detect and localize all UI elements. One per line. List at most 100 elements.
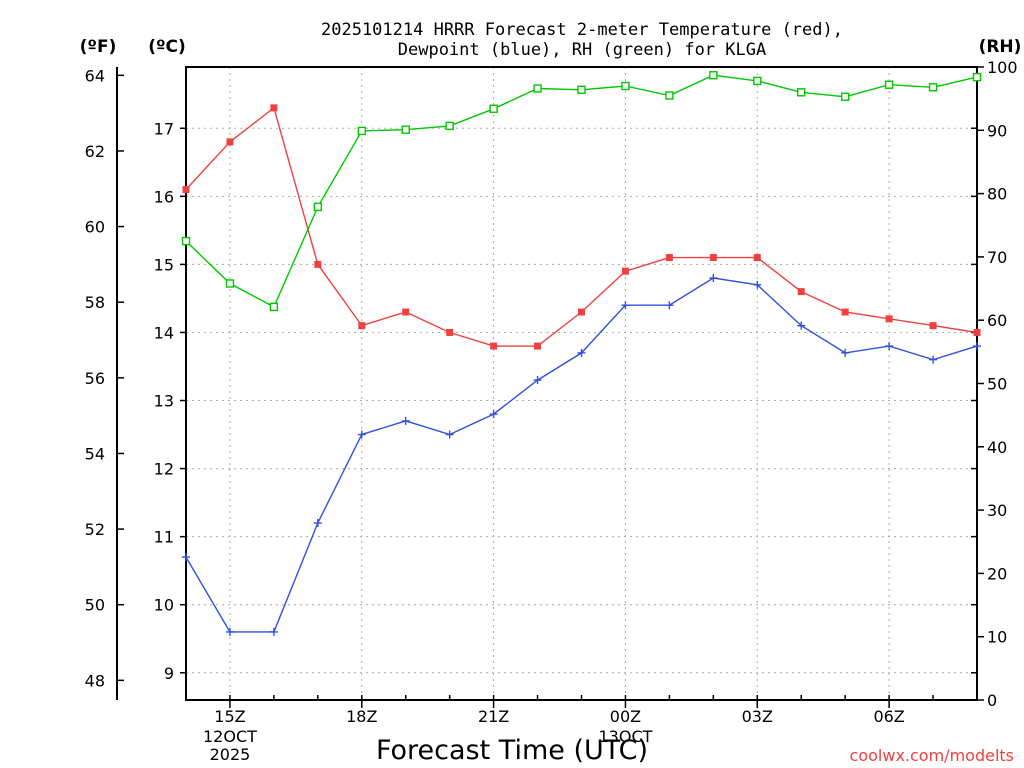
series-layer <box>181 71 982 636</box>
temperature-point <box>534 342 542 350</box>
x-tick-date-label: 13OCT <box>598 727 652 746</box>
temperature-point <box>621 267 629 275</box>
celsius-tick-label: 15 <box>154 255 174 274</box>
fahrenheit-tick-label: 60 <box>85 218 105 237</box>
dewpoint-point <box>621 301 630 310</box>
rh-point <box>840 92 850 101</box>
temperature-point <box>709 254 717 262</box>
x-axis-title: Forecast Time (UTC) <box>376 735 648 766</box>
dewpoint-point <box>313 519 322 528</box>
credit-text: coolwx.com/modelts <box>850 746 1014 765</box>
temperature-point <box>753 254 761 262</box>
temperature-point <box>358 322 366 330</box>
rh-point <box>709 71 718 80</box>
dewpoint-series-line <box>185 277 978 633</box>
dewpoint-point <box>973 342 981 351</box>
temperature-point <box>578 308 585 316</box>
rh-tick-label: 10 <box>987 628 1007 647</box>
fahrenheit-tick-label: 56 <box>85 369 105 388</box>
temperature-point <box>885 315 893 323</box>
rh-tick-label: 60 <box>987 311 1007 330</box>
rh-point <box>665 91 674 100</box>
dewpoint-point <box>225 627 234 636</box>
dewpoint-point <box>841 348 850 357</box>
fahrenheit-tick-label: 48 <box>85 671 105 690</box>
temperature-point <box>226 138 234 146</box>
rh-tick-label: 100 <box>987 58 1018 77</box>
x-tick-year-label: 2025 <box>210 745 251 764</box>
rh-point <box>928 83 938 92</box>
fahrenheit-unit-label: (ºF) <box>80 37 117 57</box>
temperature-point <box>314 260 322 268</box>
x-tick-label: 03Z <box>742 707 773 726</box>
dewpoint-point <box>182 553 190 562</box>
temperature-point <box>973 328 981 336</box>
celsius-tick-label: 11 <box>154 528 174 547</box>
x-tick-label: 21Z <box>478 707 509 726</box>
temperature-point <box>490 342 498 350</box>
dewpoint-point <box>533 376 542 385</box>
celsius-tick-label: 16 <box>154 187 174 206</box>
dewpoint-point <box>445 430 454 439</box>
temperature-point <box>270 104 278 112</box>
x-tick-label: 06Z <box>873 707 904 726</box>
rh-point <box>357 126 366 136</box>
rh-tick-label: 90 <box>987 121 1007 140</box>
rh-point <box>181 236 191 246</box>
chart-title-line2: Dewpoint (blue), RH (green) for KLGA <box>398 40 766 60</box>
dewpoint-point <box>269 627 278 636</box>
rh-point <box>401 125 410 134</box>
celsius-tick-label: 14 <box>154 323 174 342</box>
dewpoint-point <box>885 342 894 351</box>
rh-tick-label: 40 <box>987 438 1007 457</box>
temperature-point <box>797 288 805 296</box>
fahrenheit-tick-label: 64 <box>85 66 105 85</box>
dewpoint-point <box>709 274 718 282</box>
rh-point <box>797 88 806 97</box>
rh-point <box>445 121 454 131</box>
temperature-point <box>665 254 673 262</box>
rh-point <box>753 76 762 86</box>
fahrenheit-tick-label: 54 <box>85 444 105 463</box>
temperature-point <box>446 328 454 336</box>
x-tick-label: 18Z <box>346 707 377 726</box>
celsius-unit-label: (ºC) <box>148 37 186 57</box>
dewpoint-point <box>665 301 674 310</box>
fahrenheit-tick-label: 52 <box>85 520 105 539</box>
rh-tick-label: 70 <box>987 248 1007 267</box>
rh-tick-label: 50 <box>987 375 1007 394</box>
fahrenheit-tick-label: 58 <box>85 293 105 312</box>
dewpoint-point <box>577 348 586 357</box>
rh-point <box>884 80 894 89</box>
rh-point <box>269 302 279 312</box>
rh-tick-label: 20 <box>987 564 1007 583</box>
fahrenheit-tick-label: 62 <box>85 142 105 161</box>
axes: 9 10 11 12 13 14 15 16 17 48 50 52 54 56 58 60 62 64 0 10 20… <box>85 58 1018 764</box>
rh-point <box>313 202 323 212</box>
dewpoint-point <box>401 416 410 425</box>
celsius-tick-label: 13 <box>154 392 174 411</box>
rh-point <box>489 104 498 113</box>
temperature-point <box>929 322 937 330</box>
rh-point <box>621 81 630 91</box>
dewpoint-point <box>929 355 938 364</box>
rh-unit-label: (RH) <box>979 37 1022 57</box>
dewpoint-point <box>753 280 762 289</box>
x-tick-label: 15Z <box>214 707 245 726</box>
rh-point <box>972 72 982 82</box>
x-tick-label: 00Z <box>610 707 641 726</box>
grid <box>186 67 977 700</box>
temperature-point <box>402 308 410 316</box>
fahrenheit-tick-label: 50 <box>85 596 105 615</box>
temperature-point <box>841 308 849 316</box>
rh-point <box>225 279 235 288</box>
chart-title-line1: 2025101214 HRRR Forecast 2-meter Tempera… <box>321 20 843 40</box>
dewpoint-point <box>357 430 366 439</box>
celsius-tick-label: 10 <box>154 596 174 615</box>
celsius-tick-label: 17 <box>154 119 174 138</box>
celsius-tick-label: 9 <box>164 664 174 683</box>
rh-point <box>533 84 542 93</box>
celsius-tick-label: 12 <box>154 460 174 479</box>
rh-series-line <box>185 74 978 308</box>
